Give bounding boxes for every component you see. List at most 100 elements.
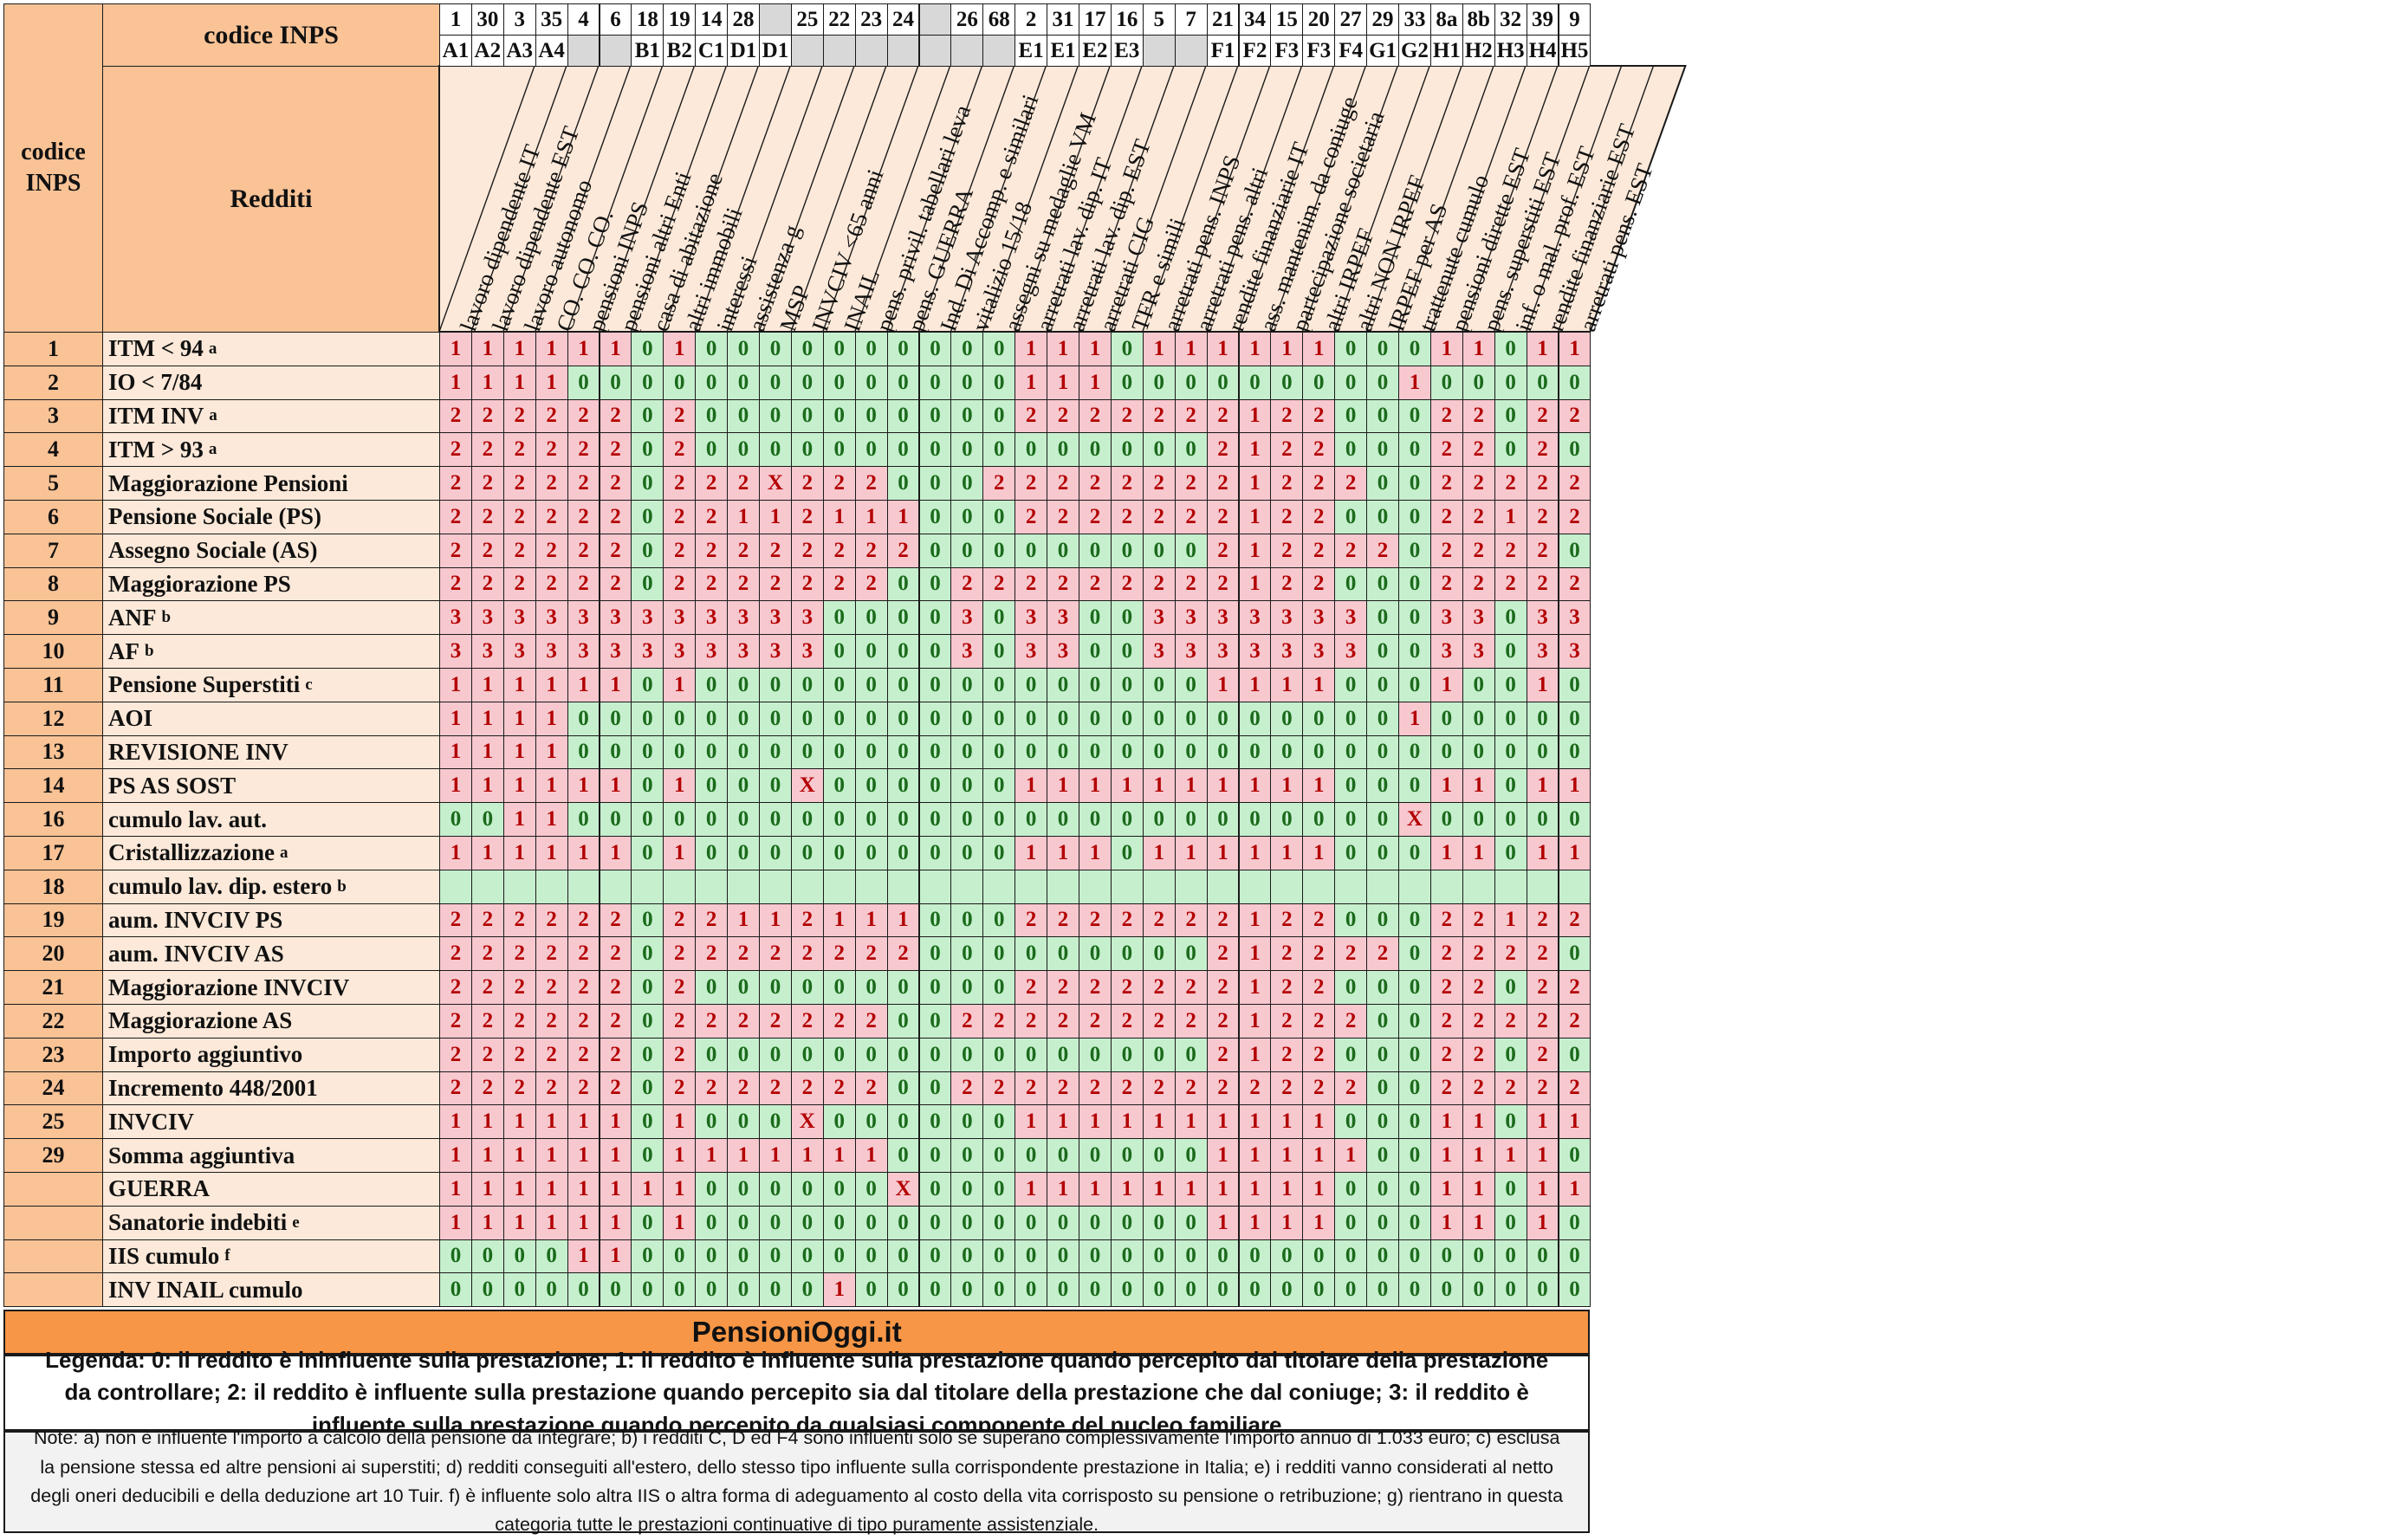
column-divider bbox=[822, 65, 919, 333]
value-cell: 0 bbox=[599, 734, 632, 770]
value-text: 0 bbox=[930, 1143, 941, 1168]
cell-text: 8 bbox=[48, 571, 59, 597]
value-cell: X bbox=[790, 768, 824, 804]
value-text: 1 bbox=[1249, 1210, 1261, 1234]
row-label-text: Assegno Sociale (AS) bbox=[108, 537, 318, 564]
value-text: 0 bbox=[1505, 404, 1516, 428]
value-text: 3 bbox=[1537, 639, 1548, 663]
value-cell: 1 bbox=[502, 1205, 536, 1240]
value-cell: 0 bbox=[1366, 332, 1399, 366]
value-cell bbox=[727, 869, 760, 904]
value-cell: 0 bbox=[631, 1037, 664, 1072]
value-cell: 2 bbox=[1014, 903, 1048, 938]
row-label-text: INV INAIL cumulo bbox=[108, 1276, 303, 1303]
value-text: 0 bbox=[962, 740, 973, 764]
value-text: 1 bbox=[865, 1143, 877, 1168]
value-text: 0 bbox=[1185, 538, 1196, 562]
value-text: 0 bbox=[1185, 740, 1196, 764]
value-text: 3 bbox=[546, 639, 557, 663]
value-text: 0 bbox=[930, 1176, 941, 1200]
value-text: 0 bbox=[1057, 1210, 1069, 1234]
value-text: 0 bbox=[1569, 941, 1580, 966]
value-cell: 1 bbox=[599, 668, 632, 702]
value-cell: 0 bbox=[950, 1205, 984, 1240]
value-text: 2 bbox=[1089, 404, 1101, 428]
value-text: 1 bbox=[833, 1143, 845, 1168]
value-text: 0 bbox=[705, 404, 717, 428]
value-text: 2 bbox=[1057, 1008, 1069, 1032]
value-text: 0 bbox=[737, 1110, 749, 1134]
value-text: 1 bbox=[1313, 1110, 1325, 1134]
value-text: 0 bbox=[642, 336, 653, 360]
value-cell: 0 bbox=[599, 701, 632, 736]
value-cell: 2 bbox=[663, 533, 697, 568]
value-cell: 2 bbox=[599, 500, 632, 534]
value-cell: 0 bbox=[982, 332, 1016, 366]
value-cell: 0 bbox=[695, 1272, 729, 1308]
value-cell: 0 bbox=[950, 734, 984, 770]
value-cell: 0 bbox=[727, 1205, 760, 1240]
value-cell: 0 bbox=[854, 701, 888, 736]
value-text: 1 bbox=[1505, 504, 1516, 528]
value-cell: 1 bbox=[1526, 1172, 1559, 1207]
row-label: cumulo lav. dip. estero b bbox=[102, 869, 440, 904]
value-text: 0 bbox=[1345, 1278, 1357, 1302]
value-cell: 0 bbox=[1494, 668, 1527, 702]
value-text: 2 bbox=[833, 1076, 845, 1100]
value-cell: 1 bbox=[1238, 1004, 1272, 1039]
value-text: 0 bbox=[1377, 672, 1389, 696]
value-cell: 0 bbox=[822, 802, 856, 837]
value-cell: 0 bbox=[631, 701, 664, 736]
value-text: 1 bbox=[482, 1176, 494, 1200]
column-divider bbox=[1397, 65, 1494, 333]
value-cell: 0 bbox=[982, 1239, 1016, 1274]
value-text: 0 bbox=[1377, 471, 1389, 495]
value-cell: 0 bbox=[1558, 432, 1591, 468]
value-text: 1 bbox=[1473, 1110, 1484, 1134]
value-cell: 1 bbox=[1429, 1172, 1463, 1207]
value-text: 0 bbox=[737, 336, 749, 360]
cell-text: 29 bbox=[42, 1142, 65, 1168]
value-text: 2 bbox=[1313, 437, 1325, 462]
value-text: 0 bbox=[962, 672, 973, 696]
value-cell: 2 bbox=[1047, 903, 1079, 938]
value-cell bbox=[695, 869, 729, 904]
column-divider bbox=[535, 65, 632, 333]
value-cell: 1 bbox=[1270, 668, 1304, 702]
value-text: 2 bbox=[1217, 941, 1228, 966]
cell-text: 32 bbox=[1500, 7, 1522, 31]
value-cell: 0 bbox=[854, 836, 888, 870]
value-text: 0 bbox=[865, 1042, 877, 1066]
value-text: 2 bbox=[1121, 908, 1133, 932]
value-cell: 1 bbox=[567, 1239, 600, 1274]
value-text: 0 bbox=[1377, 1210, 1389, 1234]
value-text: 1 bbox=[578, 840, 589, 864]
value-text: 2 bbox=[1121, 975, 1133, 1000]
value-cell: 1 bbox=[1302, 1172, 1336, 1207]
value-text: 1 bbox=[578, 1244, 589, 1268]
value-cell: 0 bbox=[854, 432, 888, 468]
value-text: 1 bbox=[1473, 840, 1484, 864]
value-cell: 2 bbox=[567, 903, 600, 938]
value-cell: 0 bbox=[759, 1239, 792, 1274]
value-cell: 1 bbox=[535, 734, 568, 770]
value-text: 1 bbox=[1281, 1176, 1293, 1200]
value-cell: 1 bbox=[1079, 332, 1112, 366]
value-cell: 0 bbox=[1110, 668, 1144, 702]
cell-text: 8b bbox=[1467, 7, 1490, 31]
value-cell: 0 bbox=[1110, 332, 1144, 366]
value-cell: 1 bbox=[1079, 1172, 1112, 1207]
value-text: 2 bbox=[1569, 572, 1580, 596]
value-text: 2 bbox=[1377, 941, 1389, 966]
value-text: 1 bbox=[1025, 840, 1037, 864]
cell-text: F3 bbox=[1274, 38, 1300, 62]
value-cell: 3 bbox=[1558, 600, 1591, 636]
value-cell: 0 bbox=[854, 600, 888, 636]
value-text: 0 bbox=[642, 706, 653, 730]
value-text: 0 bbox=[1281, 370, 1293, 394]
value-text: 0 bbox=[962, 1244, 973, 1268]
value-cell: 2 bbox=[439, 466, 472, 501]
value-text: 0 bbox=[993, 1176, 1005, 1200]
value-text: 2 bbox=[801, 572, 814, 596]
value-cell: 0 bbox=[1142, 1037, 1176, 1072]
